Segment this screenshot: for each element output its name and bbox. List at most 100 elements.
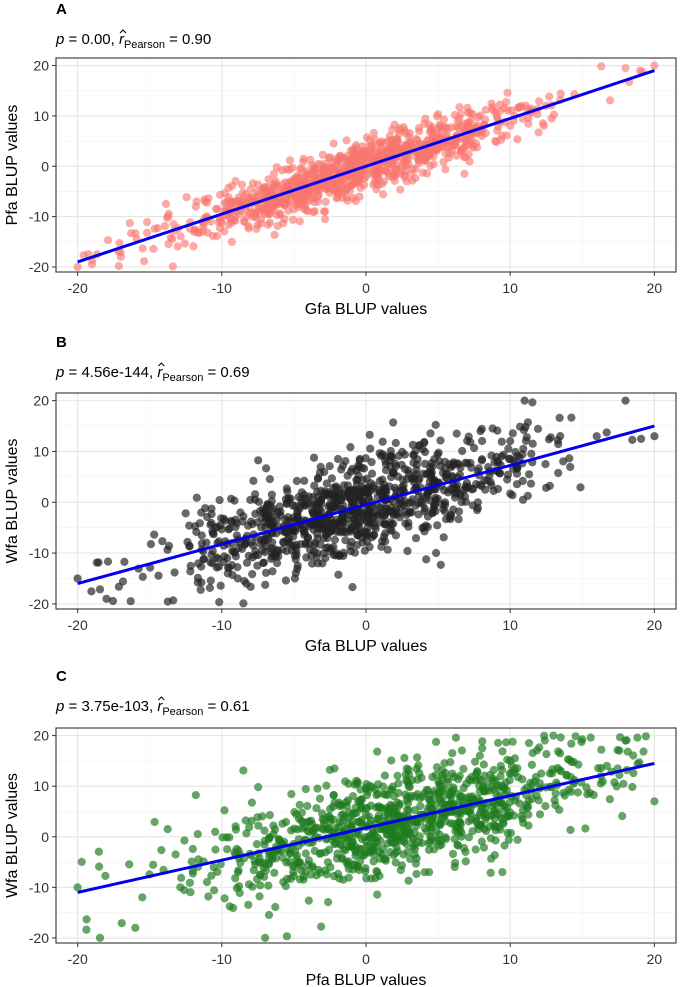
- data-point: [131, 229, 140, 238]
- data-point: [360, 180, 369, 190]
- data-point: [449, 505, 458, 514]
- data-point: [506, 437, 515, 446]
- data-point: [120, 557, 129, 567]
- data-point: [270, 230, 279, 239]
- data-point: [216, 581, 225, 590]
- data-point: [229, 903, 238, 913]
- data-point: [577, 737, 586, 747]
- data-point: [353, 541, 362, 550]
- data-point: [498, 868, 507, 877]
- data-point: [385, 131, 394, 141]
- data-point: [73, 262, 82, 272]
- data-point: [87, 587, 96, 596]
- data-point: [321, 848, 330, 857]
- data-point: [508, 737, 517, 746]
- data-point: [535, 97, 544, 106]
- data-point: [227, 237, 236, 246]
- data-point: [321, 215, 330, 224]
- data-point: [315, 505, 324, 514]
- data-point: [361, 867, 370, 876]
- data-point: [241, 190, 250, 199]
- data-point: [412, 764, 421, 773]
- data-point: [635, 66, 645, 75]
- data-point: [230, 848, 239, 857]
- data-point: [524, 119, 533, 128]
- data-point: [321, 866, 330, 875]
- data-point: [204, 892, 213, 901]
- data-point: [358, 476, 368, 485]
- data-point: [306, 870, 316, 879]
- data-point: [368, 469, 377, 478]
- data-point: [316, 540, 325, 549]
- data-point: [193, 830, 202, 839]
- data-point: [372, 838, 381, 847]
- data-point: [338, 193, 347, 202]
- data-point: [407, 498, 416, 507]
- data-point: [283, 487, 292, 496]
- data-point: [461, 482, 470, 491]
- y-tick-label: 20: [33, 58, 49, 74]
- data-point: [220, 227, 229, 236]
- data-point: [371, 176, 380, 185]
- data-point: [324, 502, 333, 511]
- data-point: [528, 794, 537, 803]
- data-point: [403, 546, 412, 556]
- data-point: [518, 114, 527, 123]
- data-point: [185, 878, 194, 887]
- data-point: [629, 769, 638, 778]
- data-point: [641, 732, 651, 741]
- x-tick-label: 0: [362, 617, 370, 633]
- data-point: [213, 867, 222, 876]
- data-point: [400, 173, 409, 182]
- data-point: [284, 539, 294, 548]
- data-point: [309, 453, 319, 462]
- data-point: [307, 816, 316, 825]
- data-point: [503, 828, 512, 838]
- data-point: [396, 185, 405, 194]
- data-point: [228, 570, 237, 580]
- data-point: [347, 842, 356, 851]
- data-point: [367, 458, 376, 467]
- data-point: [491, 136, 500, 145]
- data-point: [460, 169, 469, 178]
- data-point: [522, 783, 531, 792]
- y-tick-label: 0: [41, 158, 49, 174]
- data-point: [344, 873, 353, 882]
- data-point: [289, 205, 298, 214]
- data-point: [404, 806, 413, 815]
- data-point: [180, 239, 189, 248]
- data-point: [504, 444, 513, 453]
- data-point: [510, 765, 519, 774]
- data-point: [448, 749, 457, 758]
- data-point: [338, 817, 347, 826]
- data-point: [95, 862, 104, 871]
- data-point: [248, 541, 257, 550]
- data-point: [556, 89, 565, 98]
- data-point: [313, 197, 322, 206]
- data-point: [397, 861, 407, 870]
- data-point: [205, 583, 214, 593]
- data-point: [268, 855, 277, 864]
- data-point: [361, 172, 370, 181]
- data-point: [497, 781, 507, 790]
- data-point: [189, 242, 198, 251]
- stats-subtitle: p = 0.00, rPearson = 0.90: [55, 31, 211, 51]
- data-point: [537, 769, 546, 778]
- data-point: [260, 826, 269, 835]
- data-point: [437, 840, 446, 849]
- data-point: [621, 396, 630, 405]
- data-point: [650, 432, 659, 441]
- data-point: [443, 775, 452, 784]
- x-tick-label: 20: [647, 951, 663, 967]
- p-value: = 0.00,: [64, 31, 119, 48]
- data-point: [201, 504, 210, 513]
- data-point: [77, 857, 86, 867]
- data-point: [79, 251, 88, 260]
- x-axis-title: Gfa BLUP values: [305, 301, 427, 318]
- data-point: [168, 234, 177, 243]
- data-point: [315, 468, 324, 477]
- data-point: [409, 842, 418, 851]
- y-tick-label: -10: [29, 879, 49, 895]
- data-point: [355, 494, 364, 503]
- y-tick-label: 0: [41, 494, 49, 510]
